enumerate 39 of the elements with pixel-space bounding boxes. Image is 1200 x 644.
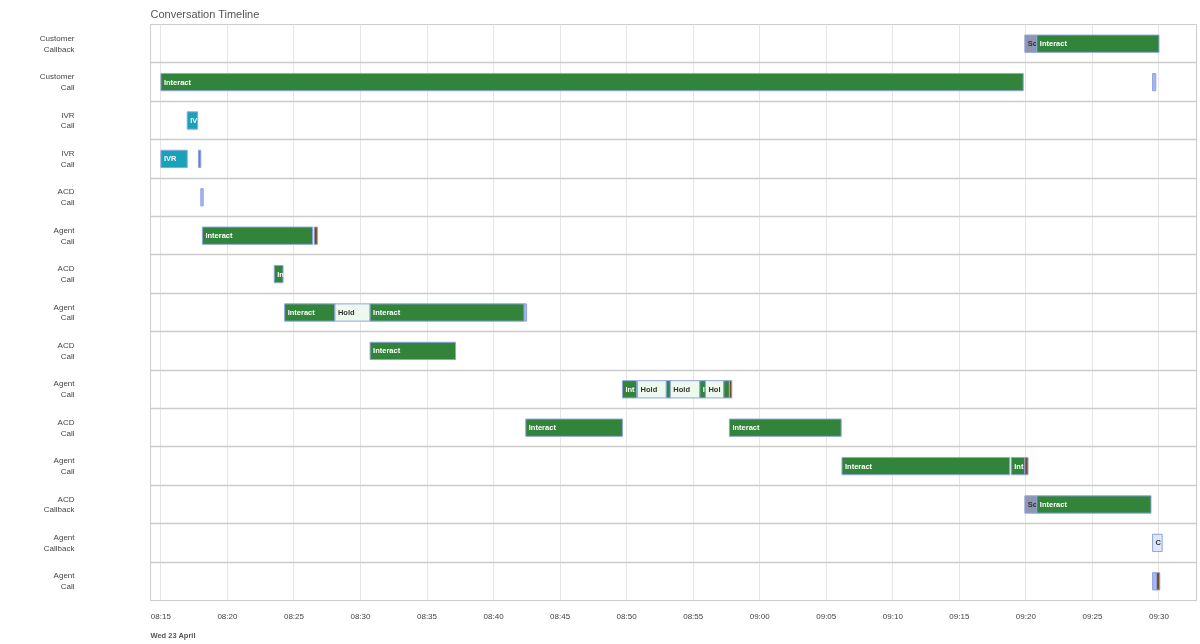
x-tick-label: 08:40	[483, 611, 505, 621]
y-tick-label: Agent Call	[53, 225, 76, 246]
bar	[525, 418, 623, 437]
y-tick-label: Agent Call	[53, 456, 76, 476]
y-tick-label: Agent Call	[53, 571, 76, 592]
bar	[160, 72, 1024, 92]
x-tick-label: 08:25	[283, 611, 305, 621]
y-tick-label: ACD Call	[57, 187, 75, 208]
chart-title: Conversation Timeline	[150, 7, 260, 20]
x-tick-label: 09:15	[949, 611, 970, 621]
y-tick-label: Agent Call	[53, 302, 76, 323]
x-tick-label: 09:25	[1082, 611, 1104, 621]
x-tick-label: 09:20	[1015, 611, 1037, 621]
y-tick-label: ACD Call	[57, 341, 75, 361]
x-tick-label: 08:55	[683, 611, 704, 621]
y-tick-label: IVR Call	[60, 149, 75, 169]
x-tick-label: 08:35	[417, 611, 438, 621]
bar	[201, 226, 314, 245]
bar	[1152, 533, 1163, 553]
x-tick-label: 09:10	[882, 611, 904, 621]
x-tick-label: 09:05	[816, 611, 837, 621]
x-tick-label: 08:20	[217, 611, 238, 621]
x-tick-label: 09:30	[1148, 611, 1170, 621]
y-tick-label: ACD Call	[57, 264, 75, 284]
y-tick-label: Agent Callback	[43, 533, 76, 553]
y-tick-label: IVR Call	[60, 110, 75, 131]
y-tick-label: ACD Callback	[43, 494, 76, 515]
y-tick-label: Customer Callback	[39, 33, 76, 54]
bar	[369, 341, 457, 361]
y-tick-label: Customer Call	[39, 72, 75, 92]
x-tick-label: 08:15	[150, 611, 172, 621]
x-tick-label: 08:30	[350, 611, 372, 621]
y-tick-label: ACD Call	[57, 417, 75, 438]
x-tick-label: 08:50	[616, 611, 638, 621]
bar	[160, 149, 188, 169]
x-tick-label: 08:45	[550, 611, 571, 621]
x-tick-label: 09:00	[749, 611, 771, 621]
bar	[728, 418, 842, 437]
y-tick-label: Agent Call	[53, 379, 76, 400]
